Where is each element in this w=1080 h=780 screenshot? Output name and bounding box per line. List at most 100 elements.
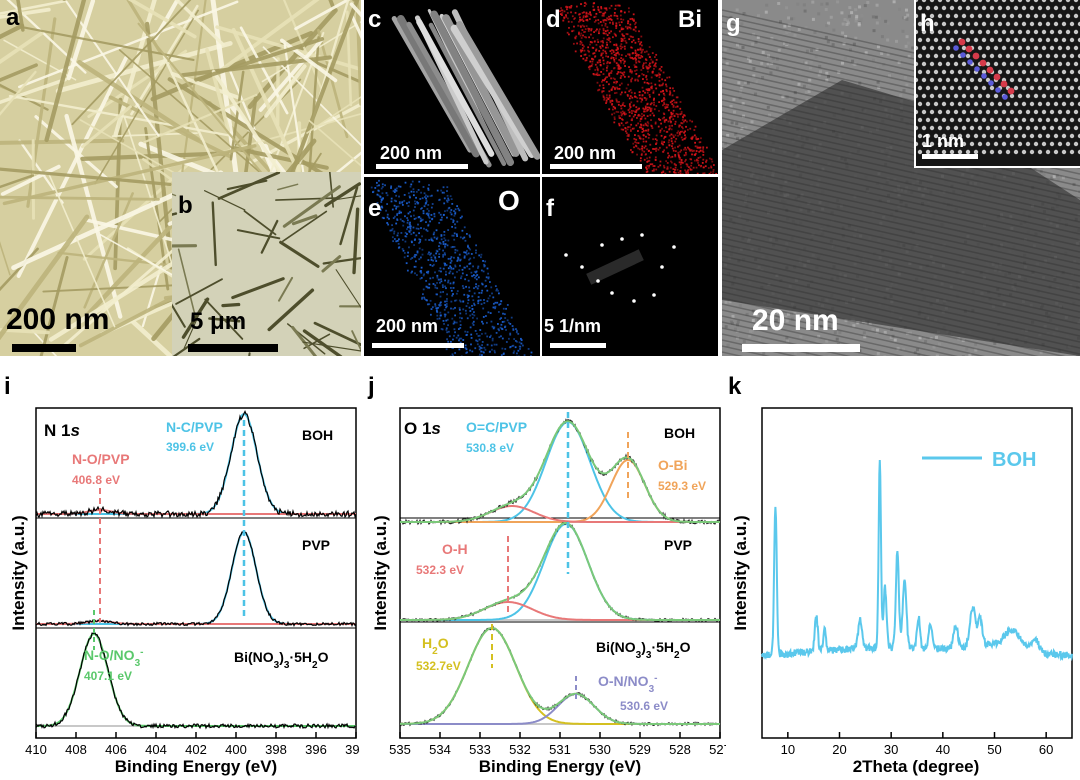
eds-pixel bbox=[579, 13, 581, 15]
eds-pixel bbox=[705, 159, 708, 162]
eds-pixel bbox=[602, 62, 605, 65]
atom bbox=[1037, 133, 1043, 139]
eds-pixel bbox=[454, 264, 457, 267]
atom bbox=[1041, 109, 1047, 115]
eds-pixel bbox=[599, 21, 602, 23]
atom bbox=[1025, 29, 1031, 35]
eds-pixel bbox=[445, 319, 448, 322]
eds-pixel bbox=[566, 31, 569, 34]
eds-pixel bbox=[641, 149, 644, 152]
eds-pixel bbox=[637, 130, 639, 132]
noise bbox=[741, 46, 745, 50]
eds-pixel bbox=[476, 343, 479, 346]
eds-pixel bbox=[648, 133, 651, 136]
eds-pixel bbox=[696, 146, 699, 149]
eds-pixel bbox=[509, 346, 511, 349]
eds-pixel bbox=[445, 348, 448, 351]
eds-pixel bbox=[501, 347, 504, 350]
nanowire bbox=[221, 302, 241, 308]
eds-pixel bbox=[454, 276, 456, 279]
noise bbox=[777, 310, 781, 314]
eds-pixel bbox=[669, 90, 671, 93]
eds-pixel bbox=[602, 49, 605, 52]
eds-pixel bbox=[434, 256, 437, 259]
atom bbox=[1021, 117, 1027, 123]
eds-pixel bbox=[422, 274, 425, 277]
eds-pixel bbox=[697, 157, 700, 159]
eds-pixel bbox=[630, 123, 633, 126]
eds-pixel bbox=[436, 250, 439, 253]
eds-pixel bbox=[461, 272, 464, 275]
eds-pixel bbox=[708, 157, 711, 160]
noise bbox=[886, 38, 890, 42]
x-tick-label: 10 bbox=[781, 742, 795, 757]
eds-pixel bbox=[513, 338, 516, 340]
eds-pixel bbox=[471, 322, 474, 325]
eds-pixel bbox=[632, 57, 635, 60]
noise bbox=[824, 8, 828, 12]
atom-model-bi bbox=[979, 59, 987, 67]
eds-pixel bbox=[395, 222, 398, 225]
eds-pixel bbox=[684, 130, 687, 133]
eds-pixel bbox=[385, 192, 388, 194]
eds-pixel bbox=[409, 196, 411, 199]
noise bbox=[860, 14, 864, 18]
eds-pixel bbox=[468, 290, 471, 292]
nanowire bbox=[321, 255, 342, 273]
eds-pixel bbox=[395, 194, 398, 197]
noise bbox=[776, 314, 780, 318]
eds-pixel bbox=[652, 138, 654, 141]
eds-pixel bbox=[711, 160, 714, 163]
eds-pixel bbox=[597, 9, 600, 12]
eds-pixel bbox=[420, 270, 422, 272]
eds-pixel bbox=[463, 251, 466, 254]
eds-pixel bbox=[654, 138, 657, 141]
eds-pixel bbox=[468, 234, 471, 237]
noise bbox=[744, 126, 748, 130]
eds-pixel bbox=[456, 220, 459, 223]
atom bbox=[965, 101, 971, 107]
noise bbox=[740, 85, 744, 89]
eds-pixel bbox=[628, 115, 631, 117]
noise bbox=[841, 22, 845, 26]
eds-pixel bbox=[620, 28, 623, 31]
atom bbox=[953, 125, 959, 131]
eds-pixel bbox=[469, 262, 472, 265]
eds-pixel bbox=[577, 24, 580, 27]
noise bbox=[746, 81, 750, 85]
atom bbox=[1073, 61, 1079, 67]
eds-pixel bbox=[419, 277, 422, 280]
eds-pixel bbox=[465, 249, 468, 252]
eds-pixel bbox=[621, 38, 624, 41]
eds-pixel bbox=[668, 125, 671, 127]
eds-pixel bbox=[561, 14, 563, 16]
atom bbox=[1017, 29, 1023, 35]
eds-pixel bbox=[500, 323, 503, 326]
eds-pixel bbox=[471, 275, 473, 277]
eds-pixel bbox=[610, 14, 613, 17]
atom bbox=[1013, 37, 1019, 43]
eds-pixel bbox=[679, 172, 682, 174]
eds-pixel bbox=[431, 265, 434, 267]
nanowire bbox=[247, 7, 338, 110]
eds-pixel bbox=[422, 288, 425, 291]
eds-pixel bbox=[588, 65, 591, 68]
eds-pixel bbox=[620, 47, 622, 50]
eds-pixel bbox=[610, 77, 612, 80]
eds-pixel bbox=[438, 278, 441, 281]
eds-pixel bbox=[425, 221, 427, 224]
eds-pixel bbox=[610, 89, 613, 92]
eds-pixel bbox=[654, 158, 657, 161]
eds-pixel bbox=[497, 289, 499, 292]
atom bbox=[1077, 101, 1080, 107]
eds-pixel bbox=[444, 315, 446, 318]
eds-pixel bbox=[620, 21, 623, 24]
element-label-bi: Bi bbox=[678, 6, 702, 33]
eds-pixel bbox=[417, 227, 420, 230]
eds-pixel bbox=[665, 85, 668, 88]
eds-pixel bbox=[423, 227, 425, 230]
eds-pixel bbox=[674, 150, 677, 153]
eds-pixel bbox=[674, 120, 677, 123]
eds-pixel bbox=[452, 218, 454, 221]
eds-pixel bbox=[645, 153, 647, 156]
